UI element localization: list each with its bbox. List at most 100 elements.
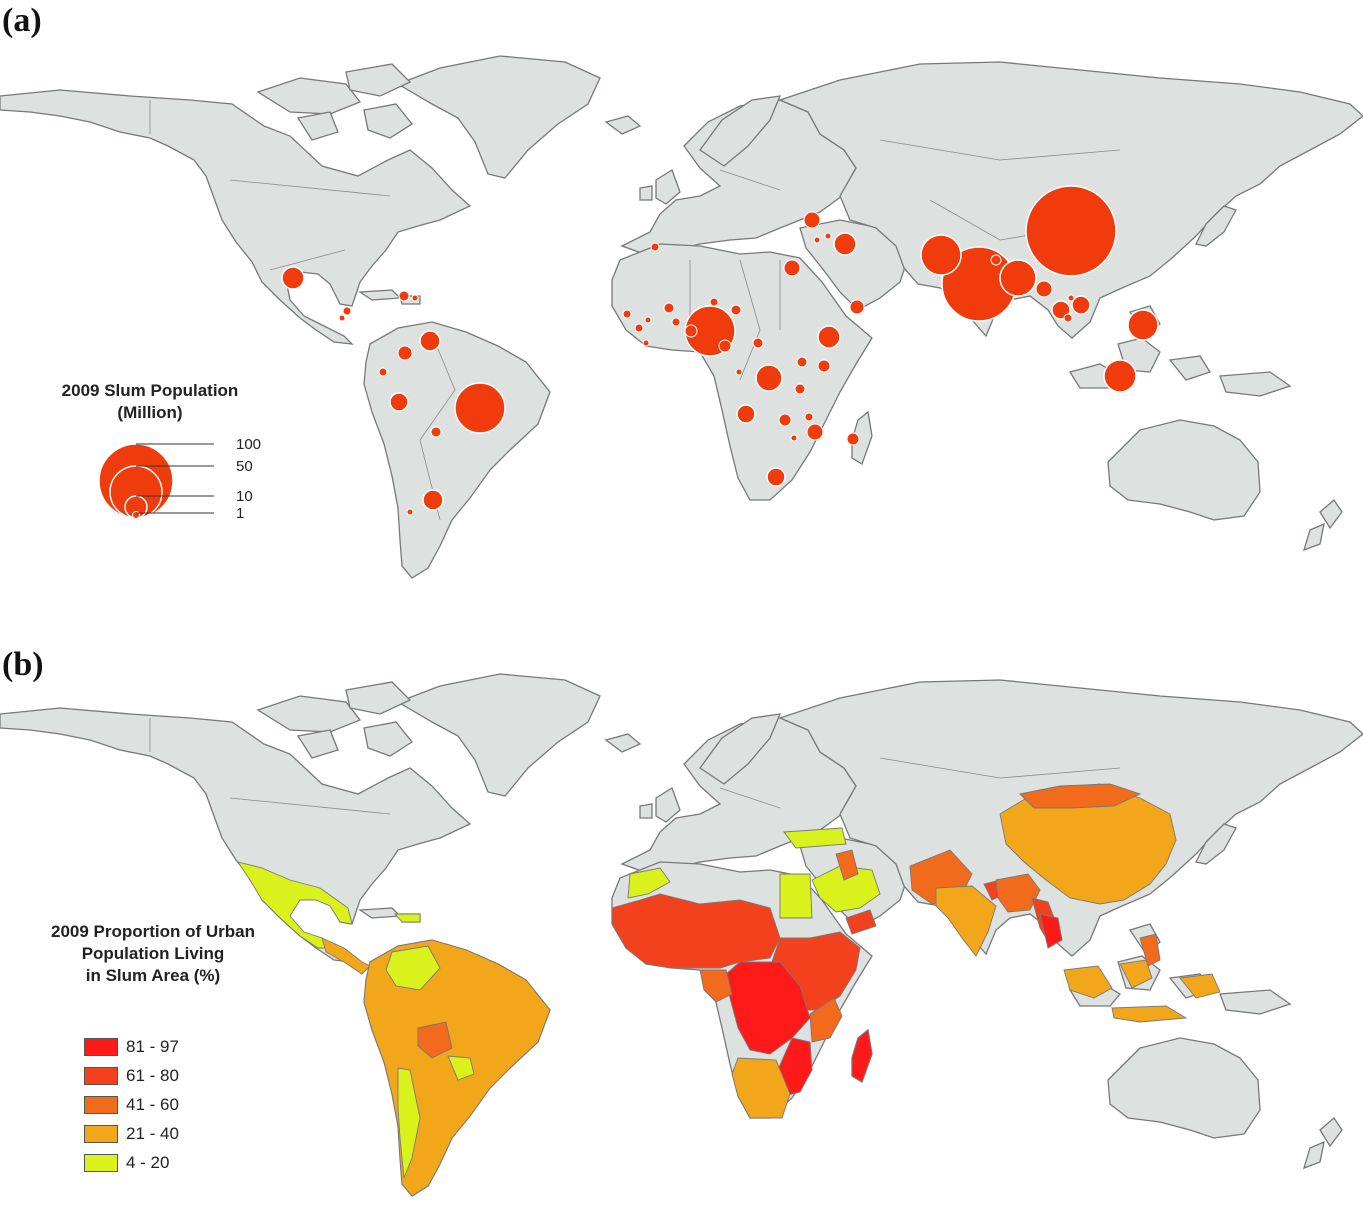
slum-bubble (730, 304, 742, 316)
legend-swatch (84, 1038, 118, 1056)
size-legend (98, 443, 214, 519)
legend-swatch (84, 1125, 118, 1143)
country-region (731, 1057, 791, 1119)
country-region (417, 1021, 453, 1059)
country-region (1119, 959, 1153, 989)
country-region (835, 849, 859, 881)
legend-class-label: 61 - 80 (126, 1066, 179, 1085)
legend-class-4-20: 4 - 20 (84, 1152, 169, 1174)
slum-bubble (422, 489, 444, 511)
country-region (845, 909, 877, 935)
slum-bubble (999, 259, 1037, 297)
slum-bubble (1071, 295, 1091, 315)
slum-bubble (671, 317, 681, 327)
slum-bubble (338, 314, 346, 322)
slum-proportion-regions (236, 783, 1221, 1197)
slum-bubble (389, 392, 409, 412)
legend-b-title: 2009 Proportion of Urban Population Livi… (8, 921, 298, 987)
country-borders (149, 718, 1121, 815)
slum-bubble (398, 290, 410, 302)
country-region (935, 885, 997, 957)
legend-b-title-line2: Population Living (81, 944, 225, 963)
slum-bubble (1035, 280, 1053, 298)
slum-bubble (718, 339, 732, 353)
slum-bubble (817, 325, 841, 349)
slum-bubble (454, 382, 506, 434)
slum-bubble (684, 324, 698, 338)
slum-bubble (411, 294, 419, 302)
country-region (385, 945, 441, 991)
country-borders (149, 100, 1121, 521)
legend-swatch (84, 1096, 118, 1114)
slum-bubble (849, 299, 865, 315)
legend-class-label: 81 - 97 (126, 1037, 179, 1056)
slum-bubble (1063, 313, 1073, 323)
slum-bubble (846, 432, 860, 446)
legend-class-label: 41 - 60 (126, 1095, 179, 1114)
legend-class-label: 4 - 20 (126, 1153, 170, 1172)
country-region (1111, 1005, 1188, 1023)
country-region (783, 827, 847, 849)
slum-bubble (650, 242, 660, 252)
slum-bubble (783, 259, 801, 277)
slum-bubble (794, 383, 806, 395)
country-region (1039, 913, 1063, 949)
slum-bubble (642, 339, 650, 347)
slum-bubble (1025, 185, 1117, 277)
slum-bubble (806, 423, 824, 441)
slum-bubble (1127, 309, 1159, 341)
country-region (699, 969, 733, 1003)
slum-bubble (752, 337, 764, 349)
slum-bubble (709, 297, 719, 307)
slum-bubble (634, 323, 644, 333)
country-region (447, 1055, 475, 1081)
legend-swatch (84, 1154, 118, 1172)
slum-bubble (736, 404, 756, 424)
slum-bubble (796, 356, 808, 368)
country-region (611, 893, 781, 969)
slum-bubble (735, 368, 743, 376)
panel-b-label: (b) (2, 646, 44, 683)
slum-bubble (778, 413, 792, 427)
legend-a-title-line2: (Million) (117, 403, 183, 422)
slum-bubble (281, 266, 305, 290)
legend-a-title: 2009 Slum Population (Million) (30, 380, 270, 424)
slum-bubble (790, 434, 798, 442)
country-region (1019, 783, 1142, 809)
country-region (809, 997, 843, 1043)
country-region (321, 937, 371, 975)
panel-a-label: (a) (2, 2, 42, 39)
legend-class-21-40: 21 - 40 (84, 1123, 179, 1145)
legend-class-61-80: 61 - 80 (84, 1065, 179, 1087)
slum-bubble (804, 412, 814, 422)
slum-bubble (755, 364, 783, 392)
slum-proportion-map (0, 673, 1363, 1197)
country-region (851, 1029, 873, 1083)
legend-class-label: 21 - 40 (126, 1124, 179, 1143)
slum-bubble (920, 234, 962, 276)
slum-bubble (419, 330, 441, 352)
legend-b-title-line1: 2009 Proportion of Urban (50, 922, 256, 941)
size-label-100: 100 (236, 436, 262, 453)
size-label-1: 1 (236, 505, 245, 522)
slum-bubble (644, 316, 652, 324)
size-label-10: 10 (236, 488, 253, 505)
slum-bubble (430, 426, 442, 438)
slum-bubble (990, 254, 1002, 266)
slum-population-map (0, 55, 1363, 579)
country-region (1179, 973, 1221, 999)
slum-bubble (622, 309, 632, 319)
slum-bubble (1067, 294, 1075, 302)
slum-bubble (824, 232, 832, 240)
slum-bubble (817, 359, 831, 373)
legend-class-81-97: 81 - 97 (84, 1036, 179, 1058)
country-region (627, 867, 671, 899)
legend-b-title-line3: in Slum Area (%) (85, 966, 221, 985)
slum-bubble (397, 345, 413, 361)
country-region (397, 1067, 421, 1179)
country-region (1063, 965, 1113, 999)
legend-class-41-60: 41 - 60 (84, 1094, 179, 1116)
slum-bubble (1103, 359, 1137, 393)
slum-bubble (378, 367, 388, 377)
slum-bubble (833, 232, 857, 256)
